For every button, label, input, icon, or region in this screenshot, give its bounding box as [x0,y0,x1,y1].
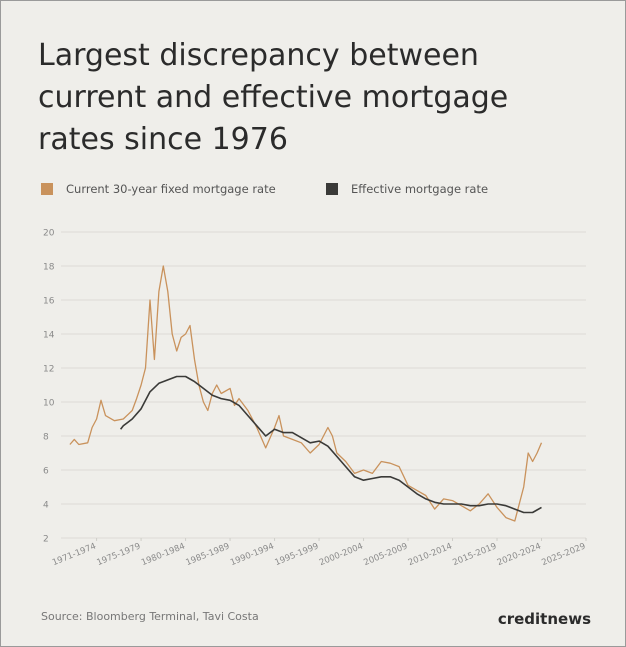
x-tick-label: 2015-2019 [451,542,498,569]
x-tick-label: 2010-2014 [407,542,454,569]
y-tick-label: 18 [43,263,55,273]
x-tick-label: 1975-1979 [95,542,142,569]
y-tick-label: 8 [43,433,49,443]
x-tick-label: 1985-1989 [184,542,231,569]
y-tick-label: 16 [43,297,55,307]
brand-logo: creditnews [498,610,591,628]
legend-label: Current 30-year fixed mortgage rate [66,182,276,196]
x-tick-label: 2020-2024 [496,542,543,569]
legend-item: Effective mortgage rate [326,182,488,196]
y-tick-label: 4 [43,501,49,511]
x-tick-label: 1980-1984 [140,542,187,569]
y-tick-label: 10 [43,399,55,409]
x-tick-label: 2005-2009 [362,542,409,569]
y-tick-label: 12 [43,365,54,375]
series-line [69,265,543,522]
y-tick-label: 6 [43,467,49,477]
chart-title: Largest discrepancy between current and … [38,38,509,157]
x-tick-label: 1990-1994 [229,542,276,569]
y-tick-label: 2 [43,535,49,545]
y-tick-label: 20 [43,229,55,239]
x-tick-label: 2025-2029 [540,542,587,569]
legend-swatch [41,183,53,195]
legend-swatch [326,183,338,195]
x-tick-label: 1971-1974 [51,542,98,569]
x-tick-label: 1995-1999 [273,542,320,569]
y-tick-label: 14 [43,331,55,341]
x-tick-label: 2000-2004 [318,542,365,569]
source-note: Source: Bloomberg Terminal, Tavi Costa [41,610,259,623]
legend-label: Effective mortgage rate [351,182,488,196]
legend-item: Current 30-year fixed mortgage rate [41,182,276,196]
series-line [119,375,542,514]
